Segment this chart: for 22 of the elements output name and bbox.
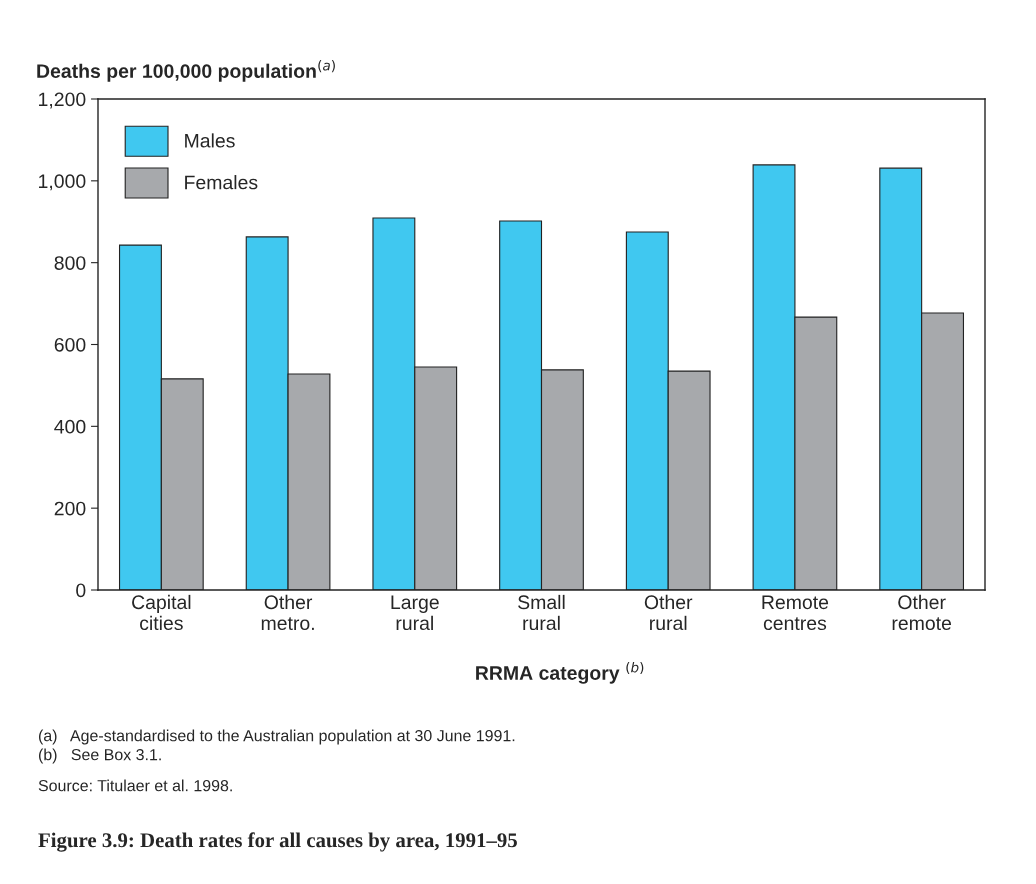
- x-tick-label: Remote centres: [762, 595, 829, 631]
- text: (a) Age-standardised to the Australian population at 30 June 1991.: [38, 729, 515, 745]
- text: (b) See Box 3.1.: [38, 748, 161, 764]
- y-tick-label: 400: [54, 419, 86, 434]
- x-tick-label: Capital cities: [132, 594, 191, 631]
- legend-label: Males: [185, 133, 235, 148]
- y-tick-label: 200: [54, 501, 86, 516]
- x-axis-title: RRMA category $^{(b)}$: [476, 661, 644, 684]
- x-tick-label: Other remote: [892, 594, 952, 631]
- y-tick-label: 0: [76, 583, 86, 598]
- text: Figure 3.9: Death rates for all causes by area, 1991–95: [38, 832, 517, 852]
- x-tick-label: Other rural: [644, 594, 693, 631]
- x-tick-label: Other metro.: [261, 594, 314, 631]
- y-tick-label: 1,000: [39, 174, 86, 191]
- y-tick-label: 800: [54, 256, 86, 270]
- y-tick-label: 600: [54, 337, 86, 352]
- x-tick-label: Small rural: [518, 594, 565, 631]
- x-tick-label: Large rural: [391, 595, 439, 631]
- legend-label: Females: [185, 175, 258, 190]
- y-axis-title: Deaths per 100,000 population$^{(a)}$: [37, 60, 335, 82]
- source-note: Source: Titulaer et al. 1998.: [38, 779, 232, 792]
- y-tick-label: 1,200: [39, 92, 86, 109]
